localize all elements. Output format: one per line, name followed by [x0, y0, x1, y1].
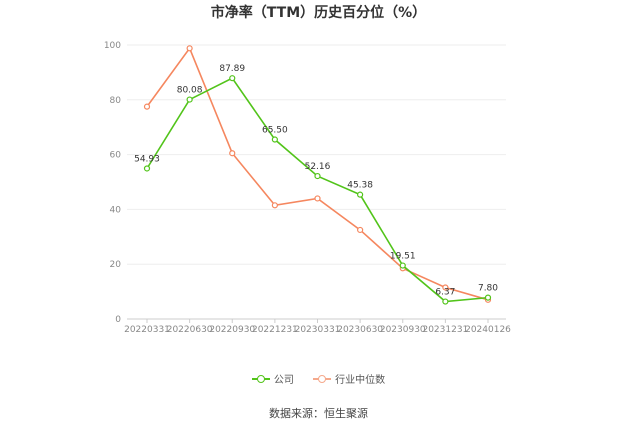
company-data-label: 45.38 — [347, 181, 373, 191]
chart-title: 市净率（TTM）历史百分位（%） — [210, 5, 427, 21]
y-tick-label: 40 — [110, 205, 122, 215]
x-tick-label: 20230331 — [295, 325, 341, 335]
x-tick-label: 20220630 — [167, 325, 213, 335]
company-data-point — [143, 165, 151, 172]
x-tick-label: 20220930 — [209, 325, 255, 335]
legend-company-label: 公司 — [273, 375, 294, 386]
company-data-label: 19.51 — [390, 252, 416, 262]
y-tick-label: 100 — [104, 41, 121, 51]
data-source: 数据来源：恒生聚源 — [269, 407, 368, 420]
company-data-point — [271, 136, 278, 143]
industry-median-data-point — [186, 45, 193, 52]
company-data-point — [357, 191, 364, 198]
legend-company-swatch-icon — [251, 374, 270, 384]
company-data-point — [484, 294, 492, 301]
company-data-point — [399, 262, 406, 269]
x-tick-label: 20220331 — [124, 325, 170, 335]
x-tick-label: 20221231 — [252, 325, 298, 335]
data-labels: 54.93 80.08 87.89 65.50 52.16 45.38 19.51 6.37 7… — [134, 64, 498, 297]
y-tick-label: 80 — [110, 96, 122, 106]
company-data-label: 65.50 — [262, 126, 288, 136]
x-tick-label: 20230930 — [380, 325, 426, 335]
industry-median-data-point — [143, 103, 151, 110]
company-data-label: 87.89 — [219, 64, 245, 74]
series-lines — [143, 45, 492, 305]
industry-median-data-point — [314, 195, 321, 202]
x-tick-label: 20240126 — [465, 325, 511, 335]
x-tick-label: 20231231 — [422, 325, 468, 335]
y-tick-label: 60 — [110, 151, 122, 161]
company-data-label: 54.93 — [134, 154, 160, 164]
company-data-point — [186, 96, 193, 103]
company-data-point — [314, 172, 321, 180]
legend-industry-label: 行业中位数 — [335, 375, 386, 386]
y-tick-label: 20 — [110, 260, 122, 270]
legend-item-company[interactable]: 公司 — [251, 371, 294, 386]
legend: 公司 行业中位数 — [0, 371, 637, 387]
company-data-point — [229, 75, 236, 82]
y-tick-label: 0 — [115, 315, 121, 325]
company-data-point — [442, 298, 449, 305]
legend-item-industry-median[interactable]: 行业中位数 — [313, 371, 385, 386]
industry-median-data-point — [442, 284, 449, 291]
legend-industry-swatch-icon — [313, 374, 332, 384]
company-data-label: 6.37 — [435, 288, 455, 298]
x-tick-label: 20230630 — [337, 325, 383, 335]
company-data-label: 7.80 — [478, 284, 498, 294]
company-series-line — [146, 77, 489, 303]
company-data-label: 52.16 — [305, 162, 331, 172]
industry-median-data-point — [357, 226, 364, 234]
grid-lines — [127, 44, 506, 320]
industry-median-data-point — [271, 202, 278, 209]
axes: 0 20 40 60 80 100 2022033120220630202209302022… — [104, 41, 511, 335]
industry-median-data-point — [229, 150, 236, 157]
company-data-label: 80.08 — [177, 86, 203, 96]
